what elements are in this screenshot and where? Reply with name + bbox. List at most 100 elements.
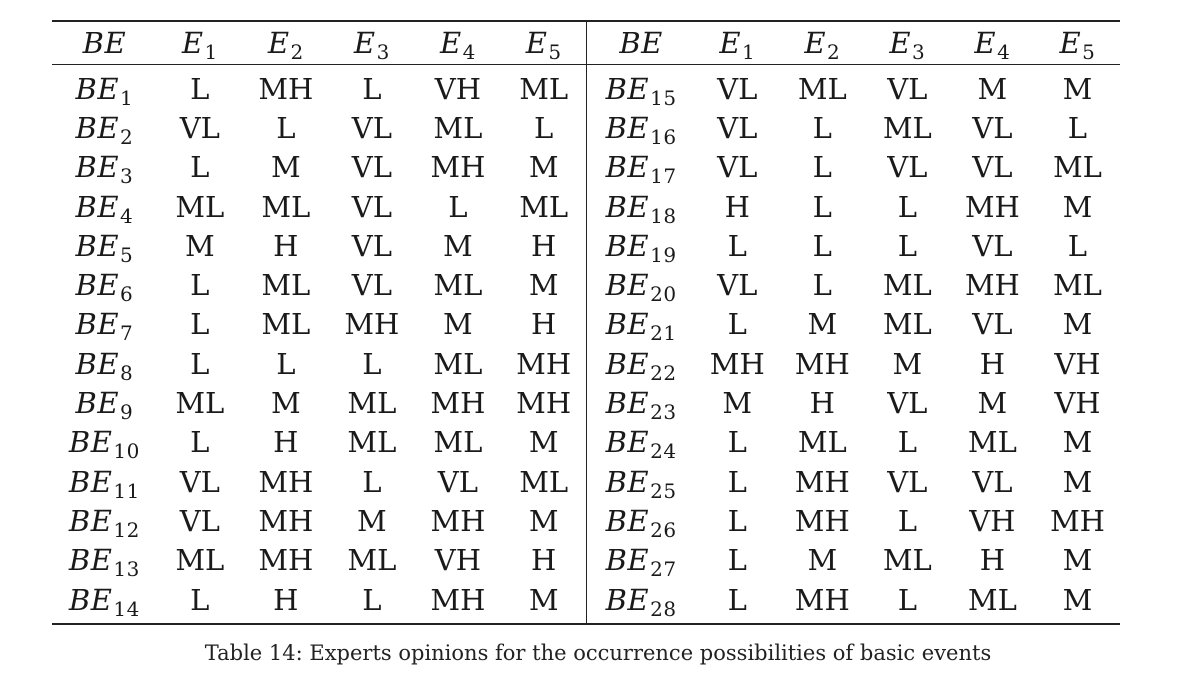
opinion-cell: L [534, 110, 554, 145]
opinion-cell: VH [1054, 346, 1101, 381]
basic-event-cell: BE16 [586, 108, 695, 148]
basic-event-subscript: 19 [650, 242, 677, 267]
opinion-cell: M [1062, 425, 1093, 460]
basic-event-cell: BE25 [586, 461, 695, 502]
opinion-cell: ML [347, 543, 397, 578]
opinion-cell: ML [519, 464, 569, 499]
basic-event-label: BE24 [605, 425, 677, 461]
opinion-cell: M [1062, 464, 1093, 499]
basic-event-subscript: 13 [113, 557, 140, 582]
opinion-cell: M [443, 307, 473, 342]
column-header-symbol: E [353, 26, 376, 60]
basic-event-subscript: 14 [113, 596, 140, 621]
column-header: E3 [328, 20, 415, 65]
opinion-cell: H [531, 543, 557, 578]
basic-event-cell: BE7 [52, 305, 157, 344]
basic-event-cell: BE27 [586, 540, 695, 580]
basic-event-cell: BE19 [586, 226, 695, 266]
opinion-cell: ML [433, 346, 483, 381]
basic-event-cell: BE12 [52, 501, 157, 540]
opinion-cell: MH [258, 464, 314, 499]
opinions-table-container: BE E1 E2 E3 E4 E5 BE E1 E2 E3 E4 E5 BE1 L MH L VH ML BE15… [52, 20, 1120, 626]
opinion-cell: L [812, 189, 832, 224]
opinion-cell: ML [882, 543, 932, 578]
basic-event-subscript: 11 [113, 478, 140, 503]
expert-opinions-table: BE E1 E2 E3 E4 E5 BE E1 E2 E3 E4 E5 BE1 L MH L VH ML BE15… [52, 20, 1120, 626]
opinion-cell: VH [1054, 386, 1101, 421]
basic-event-subscript: 5 [120, 242, 134, 267]
opinion-cell: VH [434, 543, 481, 578]
basic-event-cell: BE10 [52, 423, 157, 462]
basic-event-label: BE21 [606, 307, 677, 343]
opinion-cell: M [270, 386, 301, 421]
basic-event-label: BE12 [68, 503, 140, 540]
opinion-cell: L [156, 579, 243, 626]
basic-event-subscript: 4 [120, 203, 134, 228]
basic-event-symbol: BE [75, 110, 120, 145]
basic-event-symbol: BE [605, 189, 650, 224]
opinion-cell: VL [972, 307, 1013, 342]
basic-event-symbol: BE [605, 543, 650, 578]
basic-event-symbol: BE [605, 425, 650, 460]
column-header: E2 [242, 20, 329, 65]
opinion-cell: VL [351, 150, 392, 185]
basic-event-cell: BE28 [586, 579, 695, 626]
opinion-cell: L [190, 307, 210, 342]
basic-event-symbol: BE [605, 386, 650, 421]
opinion-cell: M [1034, 579, 1120, 626]
basic-event-symbol: BE [605, 150, 650, 185]
column-header-label: E3 [889, 26, 925, 62]
opinion-cell: L [897, 189, 917, 224]
opinion-cell: H [979, 346, 1005, 381]
opinion-cell: ML [797, 71, 847, 106]
opinion-cell: VL [351, 228, 392, 263]
basic-event-label: BE22 [606, 347, 677, 383]
basic-event-cell: BE24 [586, 422, 695, 462]
opinion-cell: VL [717, 71, 758, 106]
opinion-cell: ML [175, 386, 225, 421]
column-header-label: E5 [525, 26, 562, 62]
opinion-cell: L [727, 503, 747, 538]
opinion-cell: L [897, 503, 917, 538]
column-header-subscript: 4 [997, 40, 1011, 64]
basic-event-cell: BE13 [52, 541, 157, 580]
opinion-cell: L [448, 189, 468, 224]
basic-event-cell: BE14 [52, 579, 157, 626]
basic-event-subscript: 22 [650, 360, 677, 385]
opinion-cell: L [362, 71, 382, 106]
opinion-cell: M [528, 425, 559, 460]
opinion-cell: ML [261, 307, 311, 342]
basic-event-cell: BE21 [586, 304, 695, 345]
column-header-label: E2 [268, 26, 304, 62]
opinion-cell: L [812, 228, 832, 263]
basic-event-subscript: 24 [650, 439, 677, 464]
column-header-subscript: 5 [548, 40, 562, 64]
column-header-symbol: E [525, 26, 548, 60]
opinion-cell: H [531, 228, 557, 263]
basic-event-cell: BE15 [586, 64, 695, 109]
opinion-cell: M [807, 543, 838, 578]
opinion-cell: L [897, 228, 917, 263]
basic-event-symbol: BE [68, 543, 113, 578]
basic-event-symbol: BE [68, 503, 113, 538]
opinion-cell: VL [887, 71, 928, 106]
opinion-cell: MH [794, 464, 850, 499]
opinion-cell: M [722, 386, 753, 421]
basic-event-subscript: 26 [650, 517, 677, 542]
column-header-subscript: 2 [290, 40, 304, 64]
opinion-cell: ML [949, 579, 1035, 626]
column-header-symbol: E [974, 26, 997, 60]
table-row: BE6 L ML VL ML M BE20 VL L ML MH ML [52, 265, 1120, 307]
basic-event-label: BE19 [606, 229, 677, 265]
opinion-cell: MH [414, 579, 501, 626]
basic-event-label: BE20 [606, 268, 677, 304]
opinion-cell: VL [351, 189, 392, 224]
basic-event-cell: BE5 [52, 226, 157, 265]
table-row: BE5 M H VL M H BE19 L L L VL L [52, 226, 1120, 266]
opinion-cell: M [528, 268, 559, 303]
basic-event-subscript: 20 [650, 282, 677, 307]
table-body: BE1 L MH L VH ML BE15 VL ML VL M M BE2 VL L VL ML L BE16 VL… [52, 64, 1120, 626]
basic-event-symbol: BE [75, 189, 120, 224]
opinion-cell: L [362, 464, 382, 499]
basic-event-subscript: 6 [120, 282, 134, 307]
